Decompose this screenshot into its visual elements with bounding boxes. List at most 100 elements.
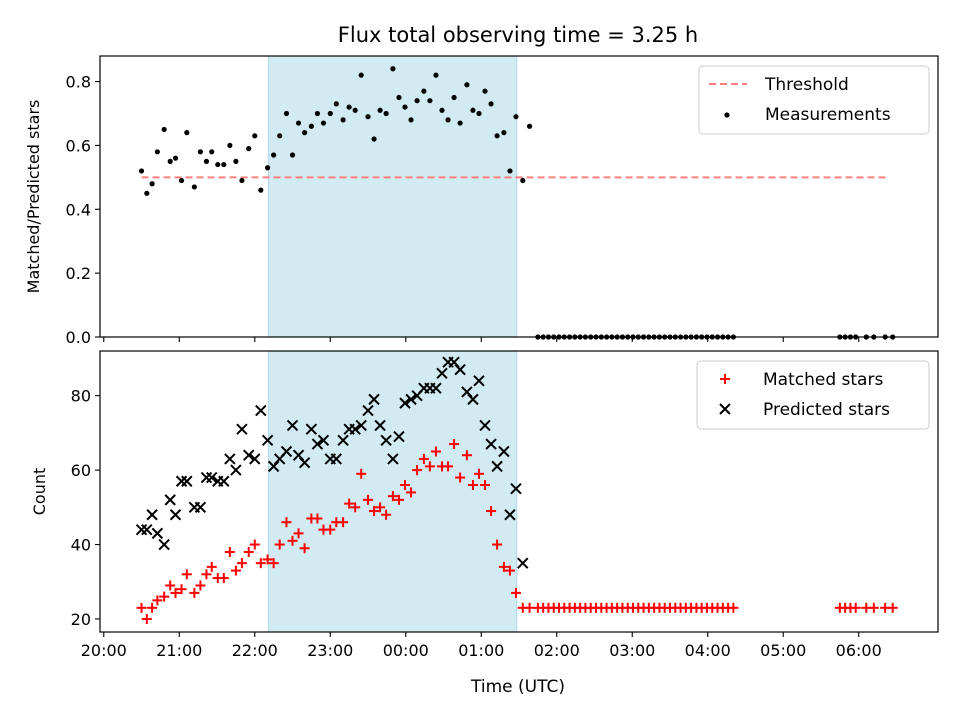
matched-star-point xyxy=(165,580,176,591)
predicted-star-point xyxy=(311,438,324,450)
measurement-point xyxy=(402,104,408,110)
predicted-star-point xyxy=(337,434,349,447)
matched-star-point xyxy=(492,539,503,550)
predicted-star-point xyxy=(473,375,485,387)
measurement-point xyxy=(167,158,173,164)
matched-star-point xyxy=(136,602,147,613)
matched-star-point xyxy=(249,539,260,550)
matched-star-point xyxy=(467,479,478,490)
measurement-point xyxy=(246,146,252,152)
matched-star-point xyxy=(230,565,241,576)
measurement-point xyxy=(197,149,204,155)
matched-star-point xyxy=(350,502,361,513)
predicted-star-point xyxy=(158,538,170,551)
predicted-star-point xyxy=(146,509,158,521)
measurement-point xyxy=(451,94,457,101)
matched-star-point xyxy=(486,506,497,517)
measurement-point xyxy=(433,72,439,78)
matched-star-point xyxy=(406,487,417,498)
ratio-panel: 0.00.20.40.60.8 Matched/Predicted stars … xyxy=(24,55,939,347)
ratio-y-axis-label: Matched/Predicted stars xyxy=(24,100,43,294)
measurement-point xyxy=(215,161,221,168)
ratio-legend-box xyxy=(698,65,930,135)
legend-predicted: Predicted stars xyxy=(719,400,890,420)
measurement-point xyxy=(414,98,420,104)
ratio-y-tick-label: 0.0 xyxy=(66,328,91,347)
matched-star-point xyxy=(393,494,404,505)
measurement-point xyxy=(383,110,389,117)
measurement-point xyxy=(295,120,302,126)
ratio-y-tick-label: 0.8 xyxy=(66,73,91,92)
matched-star-point xyxy=(293,528,304,539)
predicted-star-point xyxy=(399,397,411,409)
predicted-star-point xyxy=(224,453,236,465)
matched-star-point xyxy=(224,546,235,557)
matched-star-point xyxy=(338,517,349,528)
legend-predicted-label: Predicted stars xyxy=(763,400,890,420)
matched-star-point xyxy=(181,569,192,580)
matched-star-point xyxy=(206,561,217,572)
matched-star-point xyxy=(176,584,187,595)
matched-star-point xyxy=(381,509,392,520)
x-tick-label: 04:00 xyxy=(685,641,731,660)
x-tick-label: 21:00 xyxy=(156,641,202,660)
ratio-y-tick-label: 0.4 xyxy=(66,200,91,219)
matched-star-point xyxy=(281,517,292,528)
matched-star-point xyxy=(473,468,484,479)
measurement-point xyxy=(408,117,414,123)
measurement-point xyxy=(457,120,463,126)
ratio-observing-span xyxy=(267,55,518,338)
measurement-point xyxy=(470,107,476,113)
count-panel-frame xyxy=(99,350,939,633)
matched-star-point xyxy=(868,602,879,613)
measurement-point xyxy=(439,107,445,113)
predicted-star-point xyxy=(280,445,293,458)
x-tick-label: 00:00 xyxy=(383,641,429,660)
matched-star-point xyxy=(344,498,355,509)
measurement-point xyxy=(239,177,245,184)
measurement-point xyxy=(184,130,190,136)
predicted-star-point xyxy=(467,393,479,406)
legend-matched: Matched stars xyxy=(720,370,883,390)
measurement-point xyxy=(520,177,526,184)
predicted-star-point xyxy=(249,453,261,465)
ratio-panel-frame xyxy=(99,55,939,338)
measurement-point xyxy=(233,158,239,164)
predicted-star-point xyxy=(286,419,299,432)
measurement-point xyxy=(252,133,258,139)
measurement-point xyxy=(289,152,296,158)
matched-star-point xyxy=(268,558,279,569)
measurement-point xyxy=(464,82,470,88)
matched-star-point xyxy=(159,591,170,602)
measurement-point xyxy=(227,142,233,149)
predicted-star-point xyxy=(141,523,153,536)
predicted-star-point xyxy=(504,509,516,521)
predicted-star-point xyxy=(175,475,188,487)
measurement-point xyxy=(301,130,308,136)
matched-star-point xyxy=(418,453,429,464)
predicted-star-point xyxy=(479,419,491,432)
measurement-point xyxy=(390,66,396,72)
measurement-point xyxy=(283,110,290,117)
matched-star-point xyxy=(387,491,398,502)
measurement-point xyxy=(178,177,185,184)
predicted-star-point xyxy=(317,434,330,447)
measurement-point xyxy=(482,88,488,94)
measurement-point xyxy=(149,181,155,187)
measurement-point xyxy=(507,168,513,174)
matched-star-point xyxy=(449,439,460,450)
measurement-point xyxy=(494,133,500,139)
predicted-star-point xyxy=(491,460,503,473)
matched-star-point xyxy=(443,461,454,472)
chart-title: Flux total observing time = 3.25 h xyxy=(338,23,698,47)
measurement-point xyxy=(209,149,215,155)
matched-star-point xyxy=(195,580,206,591)
predicted-star-point xyxy=(405,393,417,406)
measurement-point xyxy=(138,168,145,174)
x-tick-label: 20:00 xyxy=(81,641,127,660)
predicted-star-point xyxy=(430,382,442,394)
predicted-star-point xyxy=(243,449,255,461)
predicted-star-point xyxy=(135,523,148,536)
matched-star-point xyxy=(461,450,472,461)
